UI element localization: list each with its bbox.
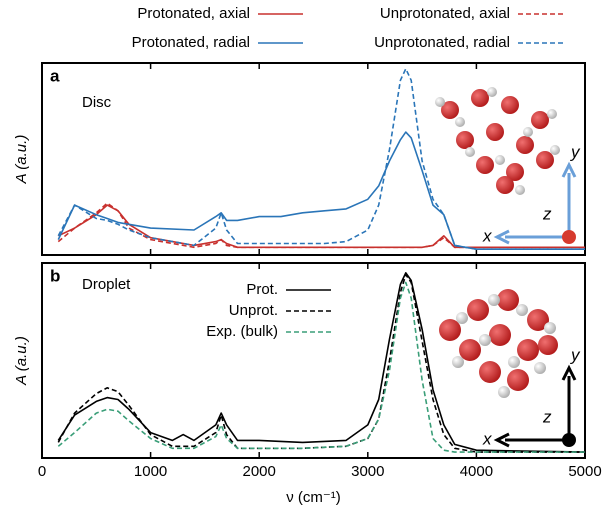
- legend-label: Unprot.: [229, 302, 278, 319]
- axis-glyph-label: z: [542, 204, 552, 223]
- axis-glyph-arrow: [493, 229, 510, 245]
- panel-annotation: Droplet: [82, 276, 131, 293]
- x-axis-label: ν (cm⁻¹): [286, 489, 341, 506]
- x-tick-label: 0: [38, 463, 46, 480]
- x-tick-label: 5000: [568, 463, 601, 480]
- legend-label: Unprotonated, axial: [380, 5, 510, 22]
- plot-frame: [41, 62, 586, 256]
- axis-glyph-label: z: [542, 407, 552, 426]
- axis-glyph-z: [562, 230, 576, 244]
- y-axis-label: A (a.u.): [13, 336, 30, 386]
- panel-label: a: [50, 66, 60, 85]
- panel-annotation: Disc: [82, 94, 112, 111]
- panel-label: b: [50, 266, 60, 285]
- axis-glyph-label: x: [482, 226, 492, 245]
- molecule-cluster-droplet: [439, 289, 558, 398]
- series-line: [57, 68, 585, 250]
- x-tick-label: 1000: [134, 463, 167, 480]
- axis-glyph-arrow: [561, 161, 577, 178]
- legend-label: Prot.: [246, 281, 278, 298]
- axis-glyph-arrow: [493, 432, 510, 448]
- y-axis-label: A (a.u.): [13, 135, 30, 185]
- axis-glyph-arrow: [561, 364, 577, 381]
- series-line: [57, 281, 585, 453]
- plot-frame: [41, 262, 586, 459]
- legend-label: Protonated, radial: [132, 34, 250, 51]
- legend-label: Exp. (bulk): [206, 323, 278, 340]
- series-line: [57, 202, 585, 249]
- axis-glyph-label: x: [482, 429, 492, 448]
- molecule-cluster-disc: [435, 87, 560, 195]
- axis-glyph-label: y: [570, 142, 581, 161]
- legend-label: Unprotonated, radial: [374, 34, 510, 51]
- x-tick-label: 4000: [460, 463, 493, 480]
- series-line: [57, 272, 586, 453]
- series-line: [57, 131, 585, 250]
- legend-label: Protonated, axial: [137, 5, 250, 22]
- axis-glyph-label: y: [570, 345, 581, 364]
- axis-glyph-z: [562, 433, 576, 447]
- x-tick-label: 3000: [351, 463, 384, 480]
- x-tick-label: 2000: [243, 463, 276, 480]
